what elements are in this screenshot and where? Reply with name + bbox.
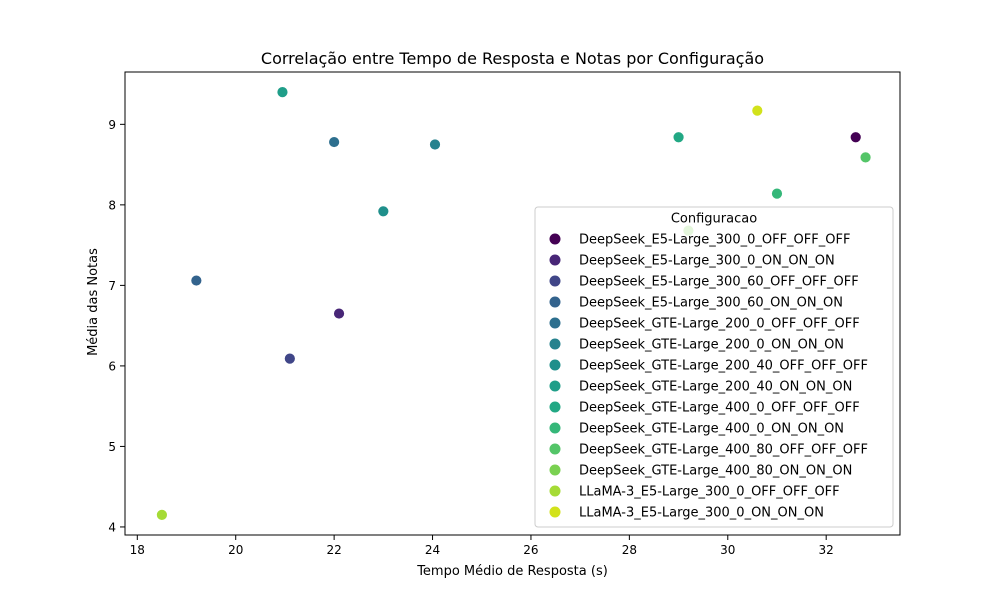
legend-marker — [549, 233, 561, 245]
legend-entry-label: DeepSeek_E5-Large_300_0_OFF_OFF_OFF — [579, 233, 850, 248]
x-axis-label: Tempo Médio de Resposta (s) — [416, 564, 608, 579]
data-point — [190, 274, 203, 287]
data-point — [429, 138, 441, 151]
legend-marker — [549, 359, 561, 371]
legend-marker — [549, 401, 561, 413]
legend-marker — [549, 443, 561, 455]
legend-entry-label: DeepSeek_E5-Large_300_60_ON_ON_ON — [579, 296, 843, 311]
legend-entry-label: DeepSeek_GTE-Large_200_0_ON_ON_ON — [579, 338, 844, 353]
y-tick-label: 7 — [108, 279, 116, 293]
data-point — [283, 352, 296, 365]
legend-entry-label: DeepSeek_GTE-Large_200_0_OFF_OFF_OFF — [579, 317, 860, 332]
x-tick-label: 30 — [720, 543, 735, 557]
x-tick-label: 22 — [326, 543, 341, 557]
legend-marker — [549, 506, 561, 518]
y-tick-label: 8 — [108, 198, 116, 212]
y-tick-label: 9 — [108, 118, 116, 132]
legend-marker — [549, 464, 561, 476]
legend-entry-label: DeepSeek_E5-Large_300_60_OFF_OFF_OFF — [579, 275, 859, 290]
data-point — [672, 131, 685, 144]
data-point — [751, 104, 764, 117]
x-tick-label: 26 — [523, 543, 538, 557]
legend-entry-label: DeepSeek_GTE-Large_400_80_OFF_OFF_OFF — [579, 443, 868, 458]
data-point — [276, 86, 289, 99]
data-point — [377, 205, 390, 218]
legend: Configuracao DeepSeek_E5-Large_300_0_OFF… — [534, 206, 894, 528]
plot-area-frame — [124, 71, 901, 536]
x-tick-label: 18 — [130, 543, 145, 557]
points-layer — [156, 86, 872, 521]
legend-marker — [549, 380, 561, 392]
legend-entry-label: LLaMA-3_E5-Large_300_0_OFF_OFF_OFF — [579, 485, 840, 500]
legend-marker — [549, 296, 561, 308]
data-point — [156, 508, 168, 521]
data-point — [859, 151, 872, 164]
legend-box — [534, 206, 894, 528]
legend-marker — [549, 485, 561, 497]
chart-title: Correlação entre Tempo de Resposta e Not… — [261, 49, 764, 68]
legend-entry-label: LLaMA-3_E5-Large_300_0_ON_ON_ON — [579, 506, 824, 521]
legend-marker — [549, 317, 561, 329]
legend-entry-label: DeepSeek_E5-Large_300_0_ON_ON_ON — [579, 254, 835, 269]
x-tick-label: 32 — [819, 543, 834, 557]
data-point — [771, 187, 783, 200]
legend-marker — [549, 275, 561, 287]
legend-title: Configuracao — [671, 212, 757, 227]
x-tick-label: 20 — [228, 543, 243, 557]
y-tick-label: 4 — [108, 520, 116, 534]
data-point — [328, 136, 341, 148]
y-axis-label: Média das Notas — [86, 248, 101, 356]
y-tick-label: 6 — [108, 359, 116, 373]
legend-entry-label: DeepSeek_GTE-Large_200_40_ON_ON_ON — [579, 380, 852, 395]
data-point — [333, 307, 345, 320]
ticks-layer: 18 20 22 24 26 28 30 32 4 5 6 7 8 9 — [108, 118, 833, 557]
x-tick-label: 24 — [425, 543, 440, 557]
data-point — [849, 131, 862, 144]
legend-marker — [549, 338, 561, 350]
legend-entry-label: DeepSeek_GTE-Large_400_0_ON_ON_ON — [579, 422, 844, 437]
x-tick-label: 28 — [622, 543, 637, 557]
y-tick-label: 5 — [108, 440, 116, 454]
legend-marker — [549, 254, 561, 266]
legend-marker — [549, 422, 561, 434]
legend-entry-label: DeepSeek_GTE-Large_400_0_OFF_OFF_OFF — [579, 401, 860, 416]
legend-entry-label: DeepSeek_GTE-Large_400_80_ON_ON_ON — [579, 464, 852, 479]
legend-entry-label: DeepSeek_GTE-Large_200_40_OFF_OFF_OFF — [579, 359, 868, 374]
